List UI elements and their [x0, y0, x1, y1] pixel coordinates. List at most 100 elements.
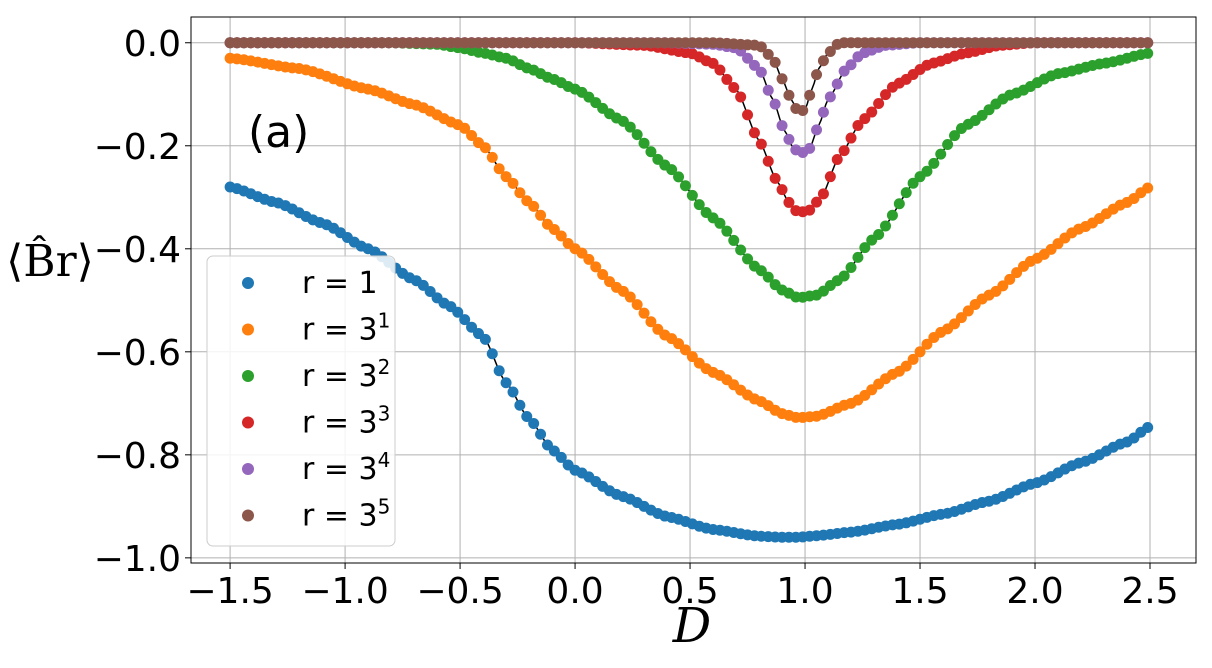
- data-point: [880, 220, 892, 232]
- data-point: [838, 145, 850, 157]
- data-point: [893, 198, 905, 210]
- legend: r = 1 r = 31 r = 32 r = 33 r = 34 r = 35: [206, 255, 396, 547]
- data-point: [811, 124, 823, 136]
- data-point: [769, 98, 781, 110]
- legend-box: [206, 255, 396, 547]
- data-point: [811, 69, 823, 81]
- data-point: [955, 312, 967, 324]
- data-point: [769, 172, 781, 184]
- legend-label-r-3-1: r = 31: [302, 309, 390, 348]
- data-point: [845, 59, 857, 71]
- data-point: [845, 132, 857, 144]
- legend-marker-r-3-5: [242, 509, 254, 522]
- data-point: [928, 157, 940, 169]
- data-point: [631, 129, 643, 141]
- x-axis-label: D: [672, 598, 711, 654]
- data-point: [762, 155, 774, 167]
- data-point: [645, 316, 657, 328]
- legend-marker-r-1: [242, 277, 254, 289]
- data-point: [493, 365, 505, 377]
- data-point: [528, 417, 540, 429]
- data-point: [479, 333, 491, 345]
- data-point: [824, 171, 836, 183]
- data-point: [748, 127, 760, 139]
- y-tick-label: −1.0: [94, 539, 181, 580]
- data-point: [900, 360, 912, 372]
- data-point: [783, 133, 795, 145]
- x-tick-label: −1.0: [301, 571, 388, 612]
- data-point: [645, 146, 657, 158]
- data-point: [755, 66, 767, 78]
- data-point: [459, 122, 471, 134]
- data-point: [755, 138, 767, 150]
- data-point: [535, 428, 547, 440]
- legend-marker-r-3-2: [242, 370, 254, 382]
- data-point: [548, 224, 560, 236]
- data-point: [811, 196, 823, 208]
- data-point: [686, 351, 698, 363]
- data-point: [742, 109, 754, 121]
- y-tick-label: −0.6: [94, 333, 181, 374]
- data-point: [838, 270, 850, 282]
- data-points: [224, 37, 1154, 543]
- data-point: [742, 253, 754, 265]
- data-point: [942, 139, 954, 151]
- data-point: [886, 209, 898, 221]
- y-tick-label: −0.8: [94, 436, 181, 477]
- data-point: [631, 299, 643, 311]
- data-point: [714, 217, 726, 229]
- data-point: [679, 344, 691, 356]
- data-point: [1004, 273, 1016, 285]
- data-point: [935, 148, 947, 160]
- data-point: [997, 280, 1009, 292]
- x-tick-label: −1.5: [186, 571, 273, 612]
- data-point: [748, 59, 760, 71]
- y-axis-label: ⟨B̂r⟩: [6, 234, 94, 287]
- data-point: [693, 199, 705, 211]
- data-point: [493, 163, 505, 175]
- data-point: [673, 171, 685, 183]
- data-point: [762, 84, 774, 96]
- x-axis-ticks: −1.5 −1.0 −0.5 0.0 0.5 1.0 1.5 2.0 2.5: [186, 563, 1179, 612]
- data-point: [638, 137, 650, 149]
- data-point: [859, 242, 871, 254]
- legend-marker-r-3-3: [242, 416, 254, 429]
- x-tick-label: 1.5: [891, 571, 948, 612]
- legend-label-r-1: r = 1: [302, 266, 378, 301]
- data-point: [852, 120, 864, 131]
- data-point: [666, 164, 678, 176]
- y-tick-label: −0.4: [94, 230, 181, 271]
- data-point: [762, 271, 774, 283]
- data-point: [921, 165, 933, 177]
- data-point: [583, 253, 595, 265]
- data-point: [845, 261, 857, 273]
- data-point: [707, 57, 719, 69]
- data-point: [728, 81, 740, 93]
- data-point: [873, 229, 885, 241]
- data-point: [624, 121, 636, 133]
- data-point: [866, 106, 878, 118]
- data-point: [735, 244, 747, 256]
- data-point: [907, 353, 919, 365]
- legend-label-r-3-4: r = 34: [302, 448, 390, 487]
- data-point: [500, 171, 512, 183]
- x-tick-label: 0.5: [661, 571, 718, 612]
- data-point: [831, 154, 843, 166]
- legend-label-r-3-5: r = 35: [302, 495, 390, 534]
- y-axis-ticks: 0.0 −0.2 −0.4 −0.6 −0.8 −1.0: [94, 24, 191, 580]
- data-point: [597, 269, 609, 281]
- data-point: [735, 91, 747, 103]
- data-point: [824, 45, 836, 57]
- data-point: [1142, 421, 1154, 433]
- data-point: [804, 142, 816, 154]
- data-point: [762, 48, 774, 60]
- series-r-1: [224, 181, 1154, 543]
- data-point: [949, 130, 961, 142]
- legend-marker-r-3-1: [242, 323, 254, 336]
- plot-frame: [190, 16, 1197, 564]
- data-point: [555, 451, 567, 463]
- series-r-3-1: [224, 52, 1154, 423]
- data-point: [452, 306, 464, 318]
- data-point: [714, 64, 726, 76]
- data-point: [555, 230, 567, 242]
